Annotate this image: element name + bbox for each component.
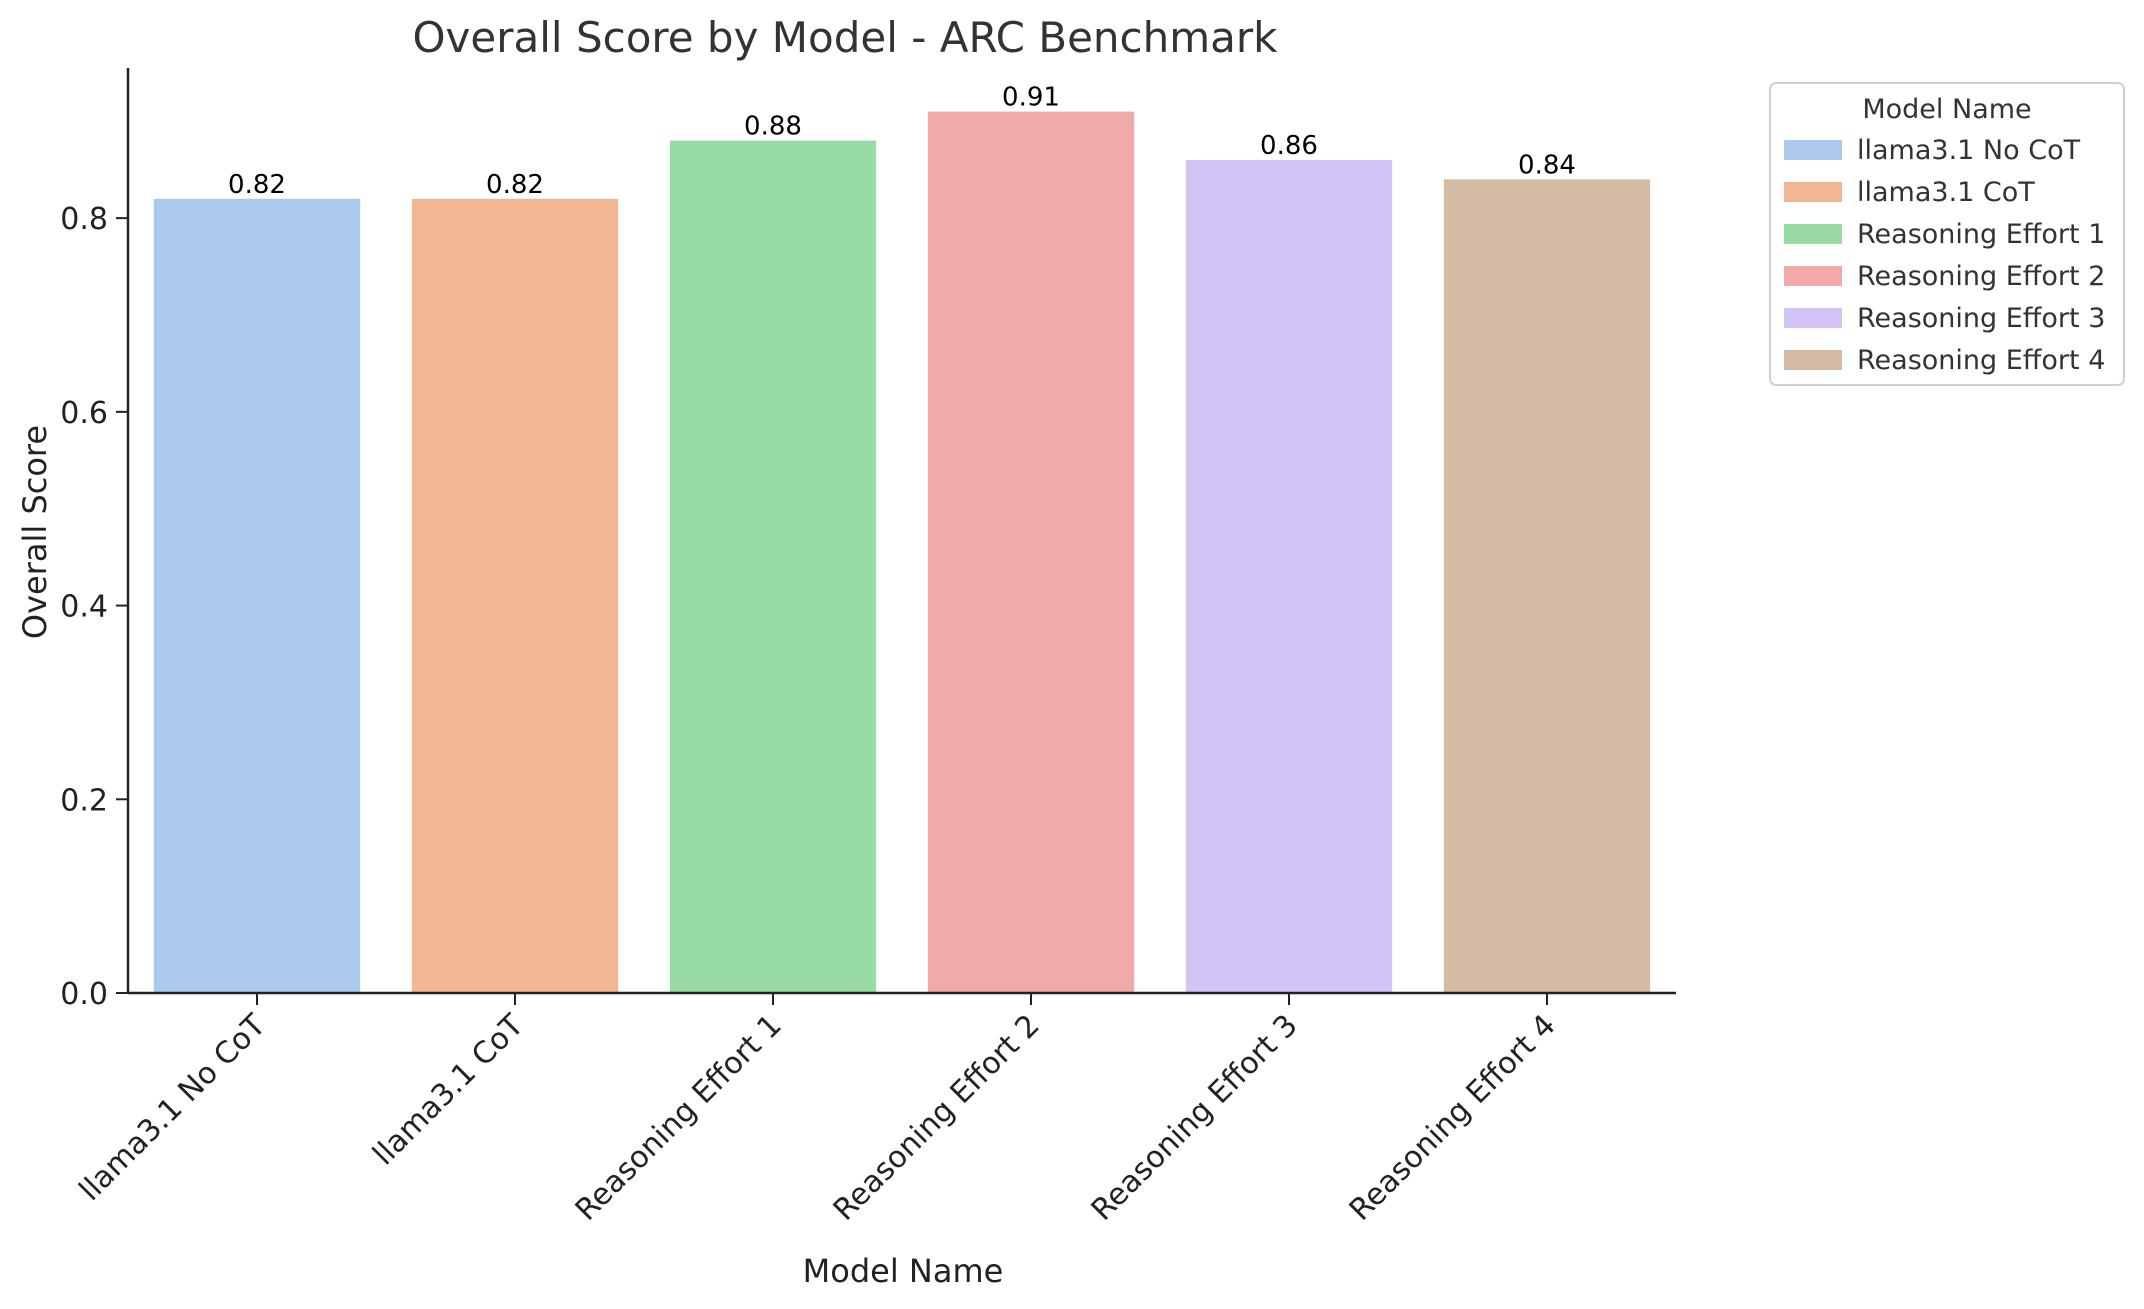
legend-entry-label: llama3.1 No CoT bbox=[1857, 135, 2081, 166]
bar bbox=[153, 198, 361, 993]
legend-frame bbox=[1769, 82, 2125, 386]
bar-value-label: 0.86 bbox=[1260, 131, 1318, 161]
legend-entry-label: Reasoning Effort 1 bbox=[1857, 219, 2105, 250]
bar bbox=[411, 198, 619, 993]
bar-value-label: 0.82 bbox=[228, 170, 286, 200]
legend-entry-label: Reasoning Effort 3 bbox=[1857, 303, 2105, 334]
y-tick-label: 0.6 bbox=[60, 396, 108, 431]
legend: Model Name llama3.1 No CoT llama3.1 CoT Re… bbox=[1769, 82, 2125, 386]
legend-swatch bbox=[1784, 266, 1842, 286]
legend-entry-label: Reasoning Effort 2 bbox=[1857, 261, 2105, 292]
legend-swatch bbox=[1784, 140, 1842, 160]
bar bbox=[1185, 160, 1393, 994]
x-tick-label: llama3.1 CoT bbox=[366, 1007, 531, 1172]
x-axis-label: Model Name bbox=[803, 1252, 1004, 1290]
bar-value-label: 0.91 bbox=[1002, 83, 1060, 113]
x-tick-label: llama3.1 No CoT bbox=[73, 1007, 273, 1207]
bar bbox=[669, 140, 877, 993]
legend-swatch bbox=[1784, 182, 1842, 202]
x-tick-label: Reasoning Effort 4 bbox=[1343, 1008, 1563, 1228]
chart-title: Overall Score by Model - ARC Benchmark bbox=[413, 13, 1279, 62]
legend-title: Model Name bbox=[1862, 94, 2031, 125]
x-tick-label: Reasoning Effort 2 bbox=[827, 1008, 1047, 1228]
y-tick-label: 0.4 bbox=[60, 590, 108, 625]
bar-value-label: 0.82 bbox=[486, 170, 544, 200]
bar-value-label: 0.84 bbox=[1518, 150, 1576, 180]
legend-entry-label: llama3.1 CoT bbox=[1857, 177, 2035, 208]
x-tick-label: Reasoning Effort 1 bbox=[569, 1008, 789, 1228]
legend-items: llama3.1 No CoT llama3.1 CoT Reasoning Eff… bbox=[1784, 135, 2105, 376]
bar-value-label: 0.88 bbox=[744, 112, 802, 142]
x-tick-label: Reasoning Effort 3 bbox=[1085, 1008, 1305, 1228]
y-tick-label: 0.0 bbox=[60, 977, 108, 1012]
y-axis-label: Overall Score bbox=[16, 425, 54, 639]
legend-entry-label: Reasoning Effort 4 bbox=[1857, 345, 2105, 376]
bar bbox=[1443, 179, 1651, 993]
legend-swatch bbox=[1784, 350, 1842, 370]
y-tick-label: 0.8 bbox=[60, 202, 108, 237]
bar bbox=[927, 111, 1135, 994]
bars-layer: 0.82 0.82 0.88 0.91 0.86 0.84 bbox=[153, 83, 1651, 994]
legend-swatch bbox=[1784, 308, 1842, 328]
y-tick-label: 0.2 bbox=[60, 783, 108, 818]
legend-swatch bbox=[1784, 224, 1842, 244]
